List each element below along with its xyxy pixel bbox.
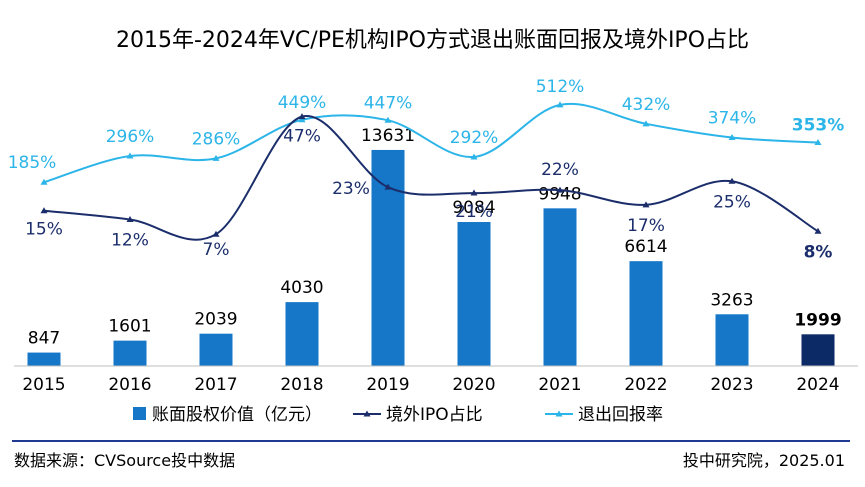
overseas-point-2022 xyxy=(642,201,650,208)
data-source: 数据来源：CVSource投中数据 xyxy=(14,451,236,470)
footer-divider xyxy=(12,440,850,442)
legend-return-label: 退出回报率 xyxy=(578,405,663,425)
bar-2024 xyxy=(801,334,835,366)
overseas-label-2020: 21% xyxy=(455,202,493,222)
legend-bar-label: 账面股权价值（亿元） xyxy=(152,405,322,425)
x-tick-2024: 2024 xyxy=(796,375,839,395)
return-label-2017: 286% xyxy=(192,129,241,149)
x-tick-2022: 2022 xyxy=(624,375,667,395)
legend-overseas-label: 境外IPO占比 xyxy=(386,405,483,425)
bar-label-2024: 1999 xyxy=(794,310,841,330)
bar-2023 xyxy=(715,314,749,366)
return-label-2024: 353% xyxy=(792,116,845,136)
bar-2018 xyxy=(285,302,319,366)
overseas-label-2021: 22% xyxy=(541,160,579,180)
return-point-2023 xyxy=(728,134,736,141)
overseas-label-2019: 23% xyxy=(332,179,370,199)
return-label-2018: 449% xyxy=(278,93,327,113)
return-label-2019: 447% xyxy=(364,93,413,113)
overseas-label-2017: 7% xyxy=(203,240,230,260)
x-tick-2016: 2016 xyxy=(108,375,151,395)
overseas-label-2024: 8% xyxy=(804,242,833,262)
overseas-point-2017 xyxy=(212,230,220,237)
return-point-2015 xyxy=(40,178,48,185)
return-label-2020: 292% xyxy=(450,128,499,148)
overseas-point-2020 xyxy=(470,189,478,196)
x-tick-2020: 2020 xyxy=(452,375,495,395)
bar-2017 xyxy=(199,333,233,366)
return-point-2017 xyxy=(212,154,220,161)
return-label-2023: 374% xyxy=(708,109,757,129)
bar-label-2017: 2039 xyxy=(194,310,237,330)
return-point-2022 xyxy=(642,120,650,127)
overseas-point-2024 xyxy=(814,227,822,234)
bar-label-2023: 3263 xyxy=(710,290,753,310)
overseas-label-2015: 15% xyxy=(25,220,63,240)
bar-2021 xyxy=(543,208,577,366)
bar-label-2015: 847 xyxy=(28,329,60,349)
return-point-2018 xyxy=(298,116,306,123)
return-point-2019 xyxy=(384,116,392,123)
return-label-2022: 432% xyxy=(622,95,671,115)
bar-label-2020: 9084 xyxy=(452,198,495,218)
bar-2016 xyxy=(113,340,147,366)
x-tick-2018: 2018 xyxy=(280,375,323,395)
bar-label-2019: 13631 xyxy=(361,126,415,146)
legend-overseas-marker xyxy=(363,410,371,417)
bar-2019 xyxy=(371,149,405,366)
bar-label-2022: 6614 xyxy=(624,237,667,257)
legend-return-marker xyxy=(555,410,563,417)
overseas-label-2023: 25% xyxy=(713,192,751,212)
x-tick-2017: 2017 xyxy=(194,375,237,395)
return-label-2015: 185% xyxy=(8,153,57,173)
bar-label-2016: 1601 xyxy=(108,317,151,337)
overseas-point-2021 xyxy=(556,186,564,193)
return-label-2021: 512% xyxy=(536,77,585,97)
overseas-point-2023 xyxy=(728,177,736,184)
overseas-label-2018: 47% xyxy=(283,127,321,147)
bar-2020 xyxy=(457,222,491,366)
return-point-2024 xyxy=(814,139,822,146)
x-tick-2015: 2015 xyxy=(22,375,65,395)
return-point-2016 xyxy=(126,152,134,159)
credit: 投中研究院，2025.01 xyxy=(682,451,845,470)
legend-bar-swatch xyxy=(133,407,146,420)
overseas-point-2016 xyxy=(126,216,134,223)
overseas-point-2015 xyxy=(40,207,48,214)
return-point-2020 xyxy=(470,153,478,160)
chart-title: 2015年-2024年VC/PE机构IPO方式退出账面回报及境外IPO占比 xyxy=(115,28,750,53)
return-point-2021 xyxy=(556,101,564,108)
x-tick-2019: 2019 xyxy=(366,375,409,395)
bar-2022 xyxy=(629,261,663,366)
return-label-2016: 296% xyxy=(106,127,155,147)
bar-2015 xyxy=(27,352,61,366)
overseas-point-2019 xyxy=(384,183,392,190)
bar-label-2018: 4030 xyxy=(280,278,323,298)
overseas-label-2016: 12% xyxy=(111,231,149,251)
overseas-ipo-line xyxy=(43,115,819,241)
x-tick-2021: 2021 xyxy=(538,375,581,395)
overseas-point-2018 xyxy=(298,113,306,120)
return-rate-line xyxy=(43,102,819,184)
x-tick-2023: 2023 xyxy=(710,375,753,395)
overseas-label-2022: 17% xyxy=(627,216,665,236)
